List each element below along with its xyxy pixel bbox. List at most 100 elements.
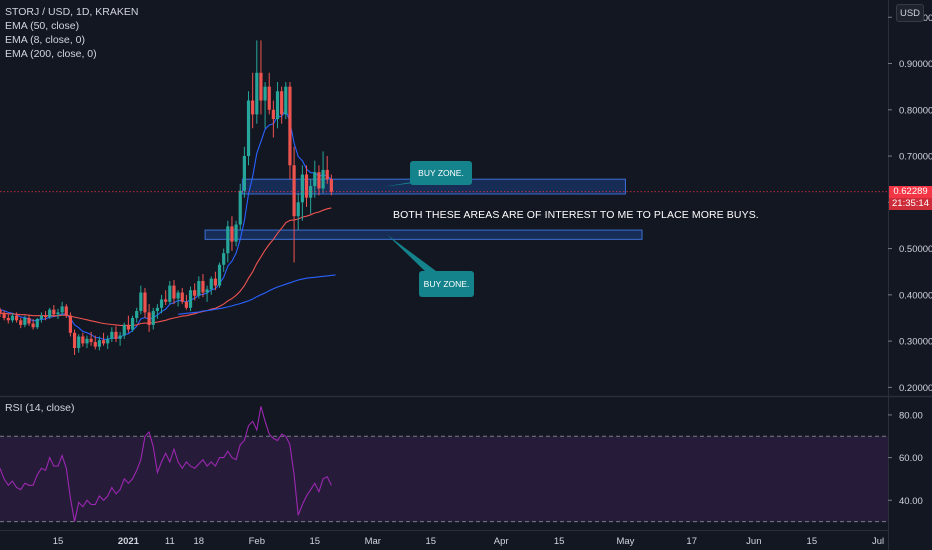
candle-body bbox=[259, 72, 263, 101]
price-tick-label: 0.20000 bbox=[899, 383, 932, 394]
candle-body bbox=[238, 190, 242, 225]
candle-body bbox=[19, 320, 23, 325]
candle-body bbox=[329, 179, 333, 192]
candle-body bbox=[106, 338, 110, 344]
candle-body bbox=[43, 315, 48, 318]
candle-body bbox=[234, 224, 238, 242]
candle-body bbox=[93, 342, 97, 347]
candle-body bbox=[300, 174, 304, 203]
candle-body bbox=[325, 169, 329, 180]
rsi-axis[interactable]: 40.00 60.00 80.00 bbox=[888, 410, 923, 507]
price-tick-label: 0.90000 bbox=[899, 59, 932, 70]
time-tick-label: Jun bbox=[746, 536, 761, 547]
candles bbox=[0, 40, 333, 355]
candle-body bbox=[226, 226, 230, 254]
indicator-ema200[interactable]: EMA (200, close, 0) bbox=[5, 48, 97, 60]
candle-body bbox=[217, 264, 222, 286]
indicator-ema50[interactable]: EMA (50, close) bbox=[5, 20, 80, 32]
candle-body bbox=[313, 172, 317, 187]
buy-zone-callout-lower[interactable]: BUY ZONE. bbox=[419, 271, 474, 297]
candle-body bbox=[64, 306, 68, 316]
rsi-band-lines bbox=[0, 435, 888, 523]
candle-body bbox=[155, 307, 159, 312]
currency-button[interactable]: USD bbox=[896, 4, 924, 22]
candle-body bbox=[159, 299, 164, 308]
rsi-band bbox=[0, 436, 888, 522]
candle-body bbox=[101, 340, 106, 344]
candle-body bbox=[48, 309, 52, 318]
time-tick-label: Jul bbox=[872, 536, 884, 547]
bar-countdown: 21:35:14 bbox=[889, 198, 932, 210]
callout-pointer-lower bbox=[387, 234, 440, 274]
candle-body bbox=[52, 309, 56, 315]
candle-body bbox=[118, 335, 122, 339]
candle-body bbox=[188, 290, 193, 308]
time-tick-label: 15 bbox=[53, 536, 64, 547]
candle-body bbox=[168, 285, 172, 302]
candle-body bbox=[14, 315, 19, 321]
candle-body bbox=[147, 312, 151, 325]
candle-body bbox=[97, 340, 102, 347]
candle-body bbox=[10, 315, 15, 321]
buy-zone-callout-upper[interactable]: BUY ZONE. bbox=[410, 161, 472, 185]
candle-body bbox=[6, 317, 10, 321]
ema-line-1 bbox=[0, 207, 332, 326]
time-axis[interactable]: 15 2021 11 18 Feb 15 Mar 15 Apr 15 May 17 Jun 15 Jul bbox=[53, 536, 884, 547]
time-tick-label: Apr bbox=[494, 536, 509, 547]
candle-body bbox=[309, 186, 313, 198]
candle-body bbox=[85, 338, 89, 344]
candle-body bbox=[122, 324, 126, 336]
ema-line-2 bbox=[178, 274, 336, 315]
candle-body bbox=[321, 169, 325, 189]
candle-body bbox=[164, 299, 168, 302]
time-tick-label: 15 bbox=[554, 536, 565, 547]
candle-body bbox=[151, 311, 155, 325]
rsi-line bbox=[0, 406, 332, 522]
candle-body bbox=[0, 309, 2, 314]
time-tick-label: Feb bbox=[249, 536, 265, 547]
candle-body bbox=[60, 306, 64, 313]
candle-body bbox=[72, 332, 77, 349]
rsi-legend[interactable]: RSI (14, close) bbox=[5, 402, 75, 414]
candle-body bbox=[172, 285, 176, 299]
symbol-legend[interactable]: STORJ / USD, 1D, KRAKEN bbox=[5, 6, 139, 18]
candle-body bbox=[176, 292, 180, 299]
rsi-tick-label: 60.00 bbox=[899, 453, 923, 464]
last-price-tag: 0.62289 bbox=[889, 186, 932, 198]
candle-body bbox=[81, 336, 85, 344]
candle-body bbox=[197, 280, 201, 296]
candle-body bbox=[126, 324, 131, 330]
time-tick-label: Mar bbox=[365, 536, 381, 547]
candle-body bbox=[135, 311, 139, 318]
candle-body bbox=[114, 331, 118, 339]
annotation-note[interactable]: BOTH THESE AREAS ARE OF INTEREST TO ME T… bbox=[393, 209, 759, 221]
time-tick-label: 2021 bbox=[118, 536, 140, 547]
candle-body bbox=[280, 91, 284, 115]
rsi-tick-label: 80.00 bbox=[899, 410, 923, 421]
price-tick-label: 0.50000 bbox=[899, 244, 932, 255]
candle-body bbox=[304, 174, 309, 198]
candle-body bbox=[251, 100, 255, 115]
time-tick-label: 17 bbox=[686, 536, 697, 547]
candle-body bbox=[288, 86, 292, 166]
candle-body bbox=[110, 331, 114, 339]
candle-body bbox=[35, 318, 39, 328]
time-tick-label: 15 bbox=[425, 536, 436, 547]
time-tick-label: 15 bbox=[310, 536, 321, 547]
candle-body bbox=[205, 289, 209, 293]
candle-body bbox=[267, 86, 271, 110]
price-tick-label: 0.40000 bbox=[899, 290, 932, 301]
time-tick-label: 11 bbox=[165, 536, 175, 547]
price-tick-label: 0.70000 bbox=[899, 152, 932, 163]
candle-body bbox=[27, 317, 31, 324]
candle-body bbox=[23, 317, 27, 325]
candle-body bbox=[143, 292, 147, 313]
candle-body bbox=[139, 292, 143, 312]
candle-body bbox=[39, 315, 44, 319]
indicator-ema8[interactable]: EMA (8, close, 0) bbox=[5, 34, 85, 46]
candle-body bbox=[271, 109, 275, 120]
rsi-series-line bbox=[0, 406, 332, 522]
candle-body bbox=[184, 301, 188, 308]
time-tick-label: 18 bbox=[194, 536, 205, 547]
